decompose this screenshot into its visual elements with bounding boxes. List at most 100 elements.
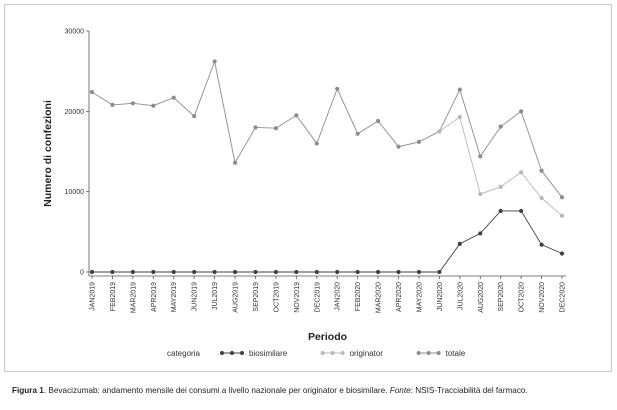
data-point [212, 269, 217, 275]
data-point [559, 195, 565, 200]
x-tick-label: APR2020 [396, 282, 403, 312]
series-totale [89, 59, 565, 200]
x-tick-label: DEC2019 [314, 282, 321, 312]
data-point [375, 269, 381, 275]
legend-item-originator: originator [320, 349, 384, 358]
data-point [130, 101, 135, 106]
caption-source-text: : NSIS-Tracciabilità del farmaco. [410, 386, 528, 395]
caption-source-label: Fonte [389, 386, 411, 395]
data-point [355, 131, 360, 136]
series-layer [89, 59, 565, 275]
legend-swatch-dot [230, 351, 234, 355]
legend-swatch-dot [416, 351, 421, 355]
x-tick-label: OCT2020 [519, 282, 526, 312]
x-tick-label: AUG2020 [478, 282, 485, 313]
data-point [416, 269, 422, 275]
data-point [335, 86, 340, 91]
data-point [273, 126, 279, 131]
x-tick-label: NOV2020 [539, 282, 546, 313]
data-point [110, 269, 115, 275]
series-line [91, 59, 563, 198]
x-tick-label: OCT2019 [273, 282, 280, 312]
axes [88, 31, 566, 277]
data-point [396, 269, 401, 275]
x-tick-label: SEP2020 [498, 282, 505, 312]
legend: categoria biosimilare originator totale [167, 349, 466, 358]
data-point [253, 125, 258, 130]
legend-swatch-dot [426, 351, 431, 355]
data-point [335, 269, 340, 275]
data-point [478, 154, 483, 159]
data-point [89, 89, 95, 95]
data-point [539, 195, 544, 201]
data-point [232, 269, 238, 275]
x-tick-label: APR2019 [151, 282, 158, 312]
data-point [253, 269, 258, 275]
data-point [519, 109, 524, 114]
data-point [498, 184, 503, 189]
data-point [559, 251, 565, 256]
x-tick-label: JUL2019 [212, 282, 219, 310]
data-point [559, 213, 565, 218]
data-point [437, 269, 442, 275]
y-tick-label: 20000 [65, 109, 85, 116]
y-tick-label: 10000 [65, 189, 85, 196]
x-axis-title: Periodo [308, 331, 347, 343]
legend-swatch-dot [220, 351, 224, 355]
figure-caption: Figura 1. Bevacizumab: andamento mensile… [12, 386, 612, 395]
data-point [478, 191, 483, 197]
x-tick-label: JUN2019 [192, 282, 199, 311]
data-point [457, 87, 462, 92]
data-point [273, 269, 279, 275]
data-point [110, 102, 115, 108]
y-tick-label: 30000 [65, 29, 85, 36]
data-point [294, 113, 299, 118]
data-point [151, 269, 156, 275]
legend-swatch-dot [340, 351, 345, 355]
x-tick-label: MAR2020 [376, 282, 383, 313]
data-point [151, 103, 156, 108]
x-tick-label: AUG2019 [233, 282, 240, 313]
y-tick-label: 0 [80, 270, 84, 277]
x-tick-label: MAY2020 [416, 282, 423, 312]
data-point [171, 269, 176, 275]
data-point [192, 269, 197, 275]
x-tick-label: JAN2019 [90, 282, 97, 311]
series-line [439, 116, 563, 217]
data-point [478, 231, 483, 236]
legend-title: categoria [167, 349, 200, 358]
data-point [192, 114, 197, 119]
series-biosimilare [89, 208, 565, 275]
data-point [539, 242, 544, 247]
data-point [294, 269, 299, 275]
data-point [130, 269, 135, 275]
x-tick-label: NOV2019 [294, 282, 301, 313]
data-point [498, 208, 503, 214]
x-tick-label: JAN2020 [335, 282, 342, 311]
legend-swatch-dot [436, 351, 441, 355]
legend-swatch-dot [240, 351, 244, 355]
data-point [396, 144, 401, 149]
data-point [457, 241, 462, 246]
x-tick-label: FEB2019 [110, 282, 117, 311]
data-point [437, 129, 442, 134]
x-tick-label: MAR2019 [130, 282, 137, 313]
x-tick-label: JUL2020 [457, 282, 464, 310]
x-tick-label: FEB2020 [355, 282, 362, 311]
legend-label: totale [446, 349, 466, 358]
data-point [416, 139, 422, 144]
data-point [539, 168, 544, 173]
data-point [519, 170, 524, 175]
y-axis-ticks: 0 10000 20000 30000 [65, 29, 89, 277]
legend-swatch-dot [330, 351, 335, 355]
data-point [375, 118, 381, 124]
legend-item-biosimilare: biosimilare [220, 349, 288, 358]
legend-label: originator [350, 349, 384, 358]
line-chart: 0 10000 20000 30000 JAN2019 FEB2019 MAR2019 AP… [42, 29, 567, 359]
series-originator [437, 114, 565, 218]
data-point [355, 269, 360, 275]
data-point [314, 141, 319, 146]
x-tick-label: JUN2020 [437, 282, 444, 311]
y-axis-title: Numero di confezioni [42, 100, 54, 207]
x-tick-label: DEC2020 [560, 282, 567, 312]
